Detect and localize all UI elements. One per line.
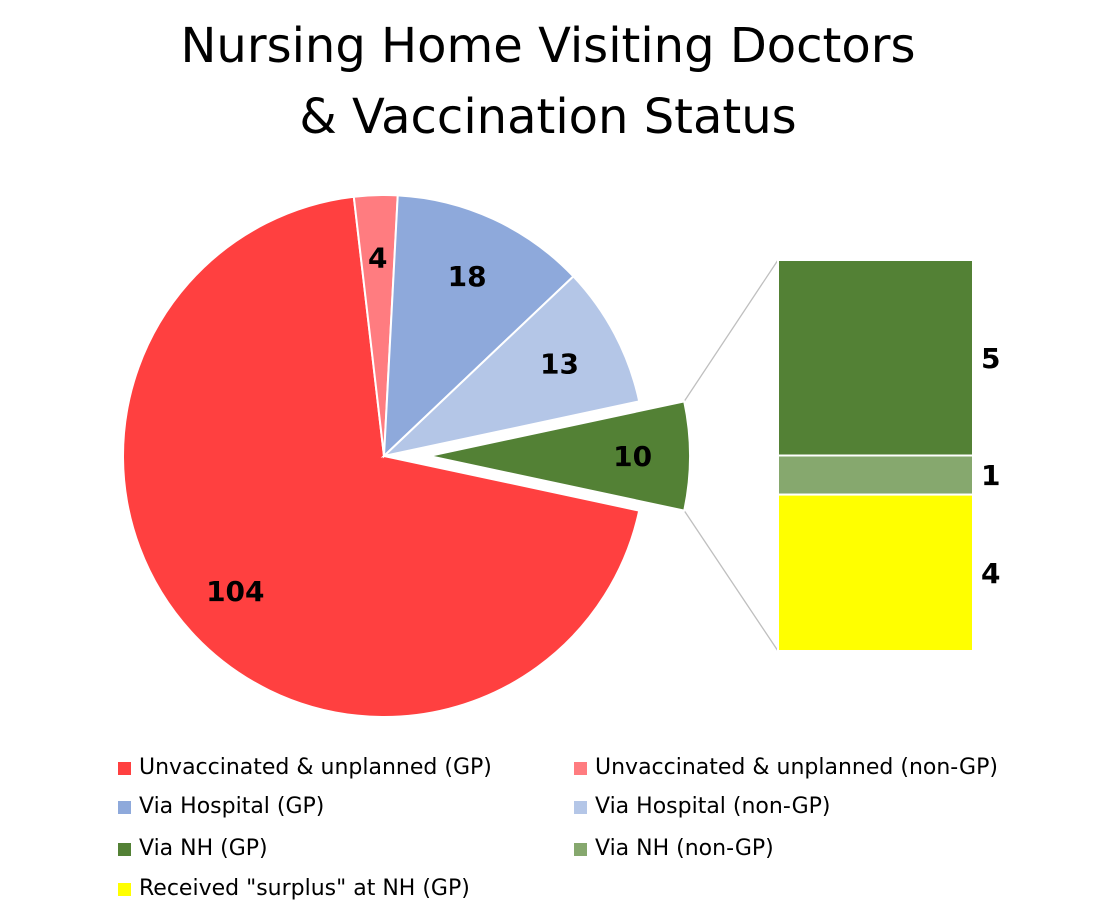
legend-item-unvaccinated-unplanned-non-gp: Unvaccinated & unplanned (non-GP) bbox=[574, 755, 998, 780]
legend-swatch bbox=[118, 843, 131, 856]
legend-swatch bbox=[574, 762, 587, 775]
bar-data-label: 1 bbox=[981, 459, 1000, 492]
pie-slice-via-hospital-non-gp bbox=[380, 274, 641, 458]
legend-item-via-hospital-non-gp: Via Hospital (non-GP) bbox=[574, 794, 830, 819]
legend-item-via-nh-gp: Via NH (GP) bbox=[118, 836, 268, 861]
connector-line-bottom bbox=[683, 510, 779, 652]
pie-slice-unvaccinated-unplanned-gp bbox=[122, 195, 641, 718]
bar-data-label: 5 bbox=[981, 342, 1000, 375]
legend-label: Unvaccinated & unplanned (non-GP) bbox=[595, 755, 998, 780]
legend-label: Unvaccinated & unplanned (GP) bbox=[139, 755, 492, 780]
chart-title-line-1: Nursing Home Visiting Doctors bbox=[181, 18, 916, 74]
pie: 104 4 18 13 10 bbox=[122, 194, 691, 718]
bar-segment-via-nh-gp bbox=[777, 259, 974, 457]
legend: Unvaccinated & unplanned (GP) Unvaccinate… bbox=[118, 755, 998, 901]
legend-item-via-hospital-gp: Via Hospital (GP) bbox=[118, 794, 324, 819]
bar-segment-via-nh-non-gp bbox=[777, 454, 974, 496]
pie-slice-via-nh bbox=[428, 400, 691, 512]
pie-data-label: 4 bbox=[368, 242, 387, 275]
legend-label: Via NH (non-GP) bbox=[595, 836, 774, 861]
legend-item-received-surplus-at-nh-gp: Received "surplus" at NH (GP) bbox=[118, 876, 470, 901]
legend-swatch bbox=[118, 762, 131, 775]
legend-item-via-nh-non-gp: Via NH (non-GP) bbox=[574, 836, 774, 861]
legend-label: Via Hospital (non-GP) bbox=[595, 794, 830, 819]
connector-line-top bbox=[683, 259, 779, 402]
legend-swatch bbox=[118, 883, 131, 896]
stacked-bar: 5 1 4 bbox=[777, 259, 1000, 652]
bar-data-label: 4 bbox=[981, 557, 1000, 590]
pie-data-label: 10 bbox=[613, 440, 652, 473]
legend-label: Via NH (GP) bbox=[139, 836, 268, 861]
legend-label: Via Hospital (GP) bbox=[139, 794, 324, 819]
legend-item-unvaccinated-unplanned-gp: Unvaccinated & unplanned (GP) bbox=[118, 755, 492, 780]
pie-data-label: 18 bbox=[448, 260, 487, 293]
bar-segment-received-surplus-at-nh-gp bbox=[777, 493, 974, 652]
legend-label: Received "surplus" at NH (GP) bbox=[139, 876, 470, 901]
connector-lines bbox=[683, 259, 779, 652]
legend-swatch bbox=[118, 801, 131, 814]
chart-title-line-2: & Vaccination Status bbox=[299, 89, 796, 145]
legend-swatch bbox=[574, 801, 587, 814]
pie-data-label: 104 bbox=[206, 575, 264, 608]
pie-slice-via-hospital-gp bbox=[382, 194, 575, 459]
legend-swatch bbox=[574, 843, 587, 856]
pie-data-label: 13 bbox=[540, 348, 579, 381]
